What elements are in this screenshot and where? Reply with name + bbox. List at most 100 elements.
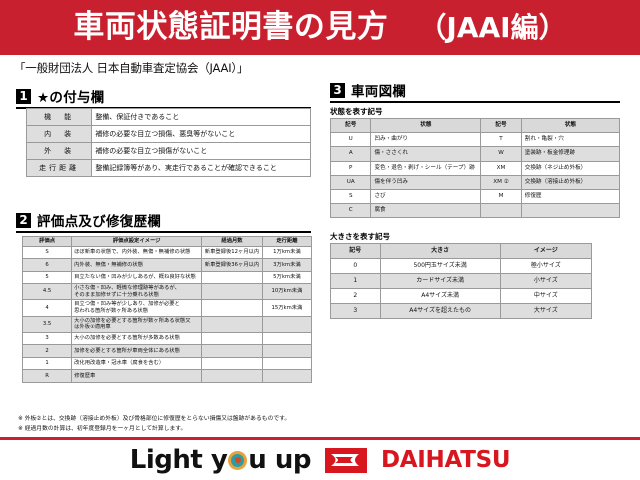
- mileage-cell: [261, 356, 313, 371]
- size-symbol-cell: 1: [330, 273, 381, 289]
- section-label-3: 車両図欄: [351, 84, 407, 100]
- symbol-cell-right: W: [480, 146, 522, 162]
- table-row: 6 内外装、無傷・無補修の状態 新車登録後36ヶ月以内 3万km未満: [21, 258, 313, 272]
- page-title-suffix: （JAAI編）: [418, 11, 567, 44]
- mileage-cell: 10万km未満: [261, 283, 313, 301]
- elapsed-months-cell: [201, 344, 263, 358]
- score-description-cell: 小さな傷・凹み、軽微な修理跡等があるが、 そのまま加修せずに十分乗れる状態: [71, 283, 203, 301]
- symbol-cell-right: M: [480, 188, 522, 205]
- score-description-cell: 目立つ傷・凹み等が少しあり、加修が必要と 思われる箇所が数ヶ所ある状態: [71, 299, 203, 317]
- tagline-text-after: u up: [248, 445, 311, 475]
- section-heading-1: 1 ★の付与欄: [16, 86, 311, 109]
- column-header-3: 走行距離: [261, 236, 313, 247]
- condition-cell-left: 傷を伴う凹み: [370, 174, 482, 190]
- table-row: U 凹み・曲がり T 割れ・亀裂・穴: [329, 132, 621, 148]
- condition-cell-left: 凹み・曲がり: [370, 132, 482, 148]
- size-description-cell: A4サイズを超えたもの: [379, 303, 501, 319]
- footnote-2: ※ 経過月数の計算は、初年度登録月を一ヶ月として計算します。: [18, 426, 187, 433]
- score-description-cell: 目立たない傷・凹みが少しあるが、概ね良好な状態: [71, 270, 203, 285]
- table-row: 2 A4サイズ未満 中サイズ: [330, 288, 593, 304]
- size-image-cell: 大サイズ: [499, 303, 593, 319]
- table-row: 2 加修を必要とする箇所が車両全体にある状態: [21, 344, 313, 358]
- table-row: 機 能整備、保証付きであること: [25, 108, 311, 126]
- section-number-3: 3: [330, 82, 345, 98]
- condition-cell-left: 変色・退色・剥げ・シール（テープ）跡: [370, 160, 482, 176]
- symbol-cell-right: XM ②: [480, 174, 522, 190]
- elapsed-months-cell: [201, 356, 263, 371]
- section-heading-2: 2 評価点及び修復歴欄: [16, 210, 311, 233]
- score-cell: 1: [21, 356, 73, 371]
- score-description-cell: 大小の加修を必要とする箇所が多数ある状態: [71, 331, 203, 346]
- size-description-cell: カードサイズ未満: [379, 273, 501, 289]
- table-row: S さび M 修復歴: [329, 188, 621, 205]
- elapsed-months-cell: [201, 299, 263, 317]
- table-row: 4.5 小さな傷・凹み、軽微な修理跡等があるが、 そのまま加修せずに十分乗れる状態 1…: [21, 283, 313, 301]
- condition-cell-left: 傷・ささくれ: [370, 146, 482, 162]
- mileage-cell: 3万km未満: [261, 258, 313, 272]
- table-row: A 傷・ささくれ W 塗装跡・板金修理跡: [329, 146, 621, 162]
- table-row: 走行距離 整備記録簿等があり、実走行であることが確認できること: [25, 159, 311, 177]
- symbol-cell-left: UA: [329, 174, 372, 190]
- elapsed-months-cell: [201, 283, 263, 301]
- symbol-cell-left: A: [329, 146, 372, 162]
- size-image-cell: 中サイズ: [499, 288, 593, 304]
- section-label-1: ★の付与欄: [37, 90, 105, 106]
- mileage-cell: 1万km未満: [261, 245, 313, 260]
- footnotes: ※ 外板②とは、交換跡（溶接止め外板）及び骨格部位に修復歴をとらない損傷又は盤跡…: [18, 414, 290, 434]
- footnote-1: ※ 外板②とは、交換跡（溶接止め外板）及び骨格部位に修復歴をとらない損傷又は盤跡…: [18, 416, 291, 422]
- score-cell: R: [21, 369, 73, 383]
- size-description-cell: 500円玉サイズ未満: [379, 258, 501, 274]
- elapsed-months-cell: 新車登録後12ヶ月以内: [201, 245, 263, 260]
- condition-cell-right: [520, 203, 621, 219]
- condition-symbol-table-wrap: 記号 状態 記号 状態 U 凹み・曲がり T 割れ・亀裂・穴 A 傷・ささくれ W 塗装跡・板金修理…: [329, 117, 621, 219]
- page-footer: Light y u up DAIHATSU: [0, 440, 640, 480]
- elapsed-months-cell: 新車登録後36ヶ月以内: [201, 258, 263, 272]
- symbol-cell-left: U: [329, 132, 372, 148]
- table-row: 内 装補修の必要な目立つ損傷、悪臭等がないこと: [25, 125, 311, 143]
- size-symbol-cell: 3: [330, 303, 381, 319]
- size-image-cell: 極小サイズ: [499, 258, 593, 274]
- symbol-cell-left: P: [329, 160, 372, 176]
- score-cell: S: [21, 245, 73, 260]
- criteria-key: 外 装: [25, 142, 93, 160]
- table-row: S ほぼ新車の状態で、内外装、無傷・無補修の状態 新車登録後12ヶ月以内 1万km未満: [21, 245, 313, 260]
- column-header-2: イメージ: [499, 243, 593, 259]
- condition-cell-left: 腐食: [370, 203, 482, 219]
- table-row: UA 傷を伴う凹み XM ② 交換跡（溶接止め外板）: [329, 174, 621, 190]
- score-cell: 2: [21, 344, 73, 358]
- score-history-table-wrap: 評価点 評価点設定イメージ 経過月数 走行距離 S ほぼ新車の状態で、内外装、無傷・無補…: [21, 236, 313, 383]
- criteria-value: 整備、保証付きであること: [91, 108, 311, 126]
- size-description-cell: A4サイズ未満: [379, 288, 501, 304]
- size-symbol-table-wrap: 記号 大きさ イメージ 0 500円玉サイズ未満 極小サイズ 1 カードサイズ未満 小サイズ 2…: [330, 243, 593, 319]
- score-cell: 4.5: [21, 283, 73, 301]
- symbol-cell-right: XM: [480, 160, 522, 176]
- condition-cell-right: 修復歴: [520, 188, 621, 205]
- table-row: 3.5 大小の加修を必要とする箇所が数ヶ所ある状態又 は外板②適用車: [21, 315, 313, 333]
- table-row: R 修復歴車: [21, 369, 313, 383]
- condition-cell-left: さび: [370, 188, 482, 205]
- column-header-0: 記号: [330, 243, 381, 259]
- mileage-cell: [261, 369, 313, 383]
- score-cell: 3.5: [21, 315, 73, 333]
- column-header-0: 記号: [329, 117, 372, 134]
- condition-cell-right: 塗装跡・板金修理跡: [520, 146, 621, 162]
- size-image-cell: 小サイズ: [499, 273, 593, 289]
- mileage-cell: 15万km未満: [261, 299, 313, 317]
- daihatsu-wordmark: DAIHATSU: [380, 447, 511, 473]
- criteria-value: 補修の必要な目立つ損傷がないこと: [91, 142, 311, 160]
- mileage-cell: [261, 344, 313, 358]
- elapsed-months-cell: [201, 270, 263, 285]
- symbol-cell-right: T: [480, 132, 522, 148]
- size-table-title: 大きさを表す記号: [330, 232, 390, 241]
- section-heading-3: 3 車両図欄: [330, 80, 620, 103]
- table-row: 1 カードサイズ未満 小サイズ: [330, 273, 593, 289]
- criteria-key: 機 能: [25, 108, 93, 126]
- size-symbol-cell: 0: [330, 258, 381, 274]
- table-row: 5 目立たない傷・凹みが少しあるが、概ね良好な状態 5万km未満: [21, 270, 313, 285]
- column-header-0: 評価点: [21, 236, 73, 247]
- tagline-text-before: Light y: [129, 445, 228, 475]
- association-name: 「一般財団法人 日本自動車査定協会（JAAI）」: [14, 61, 249, 75]
- criteria-key: 走行距離: [25, 159, 93, 177]
- symbol-table-title: 状態を表す記号: [330, 107, 383, 116]
